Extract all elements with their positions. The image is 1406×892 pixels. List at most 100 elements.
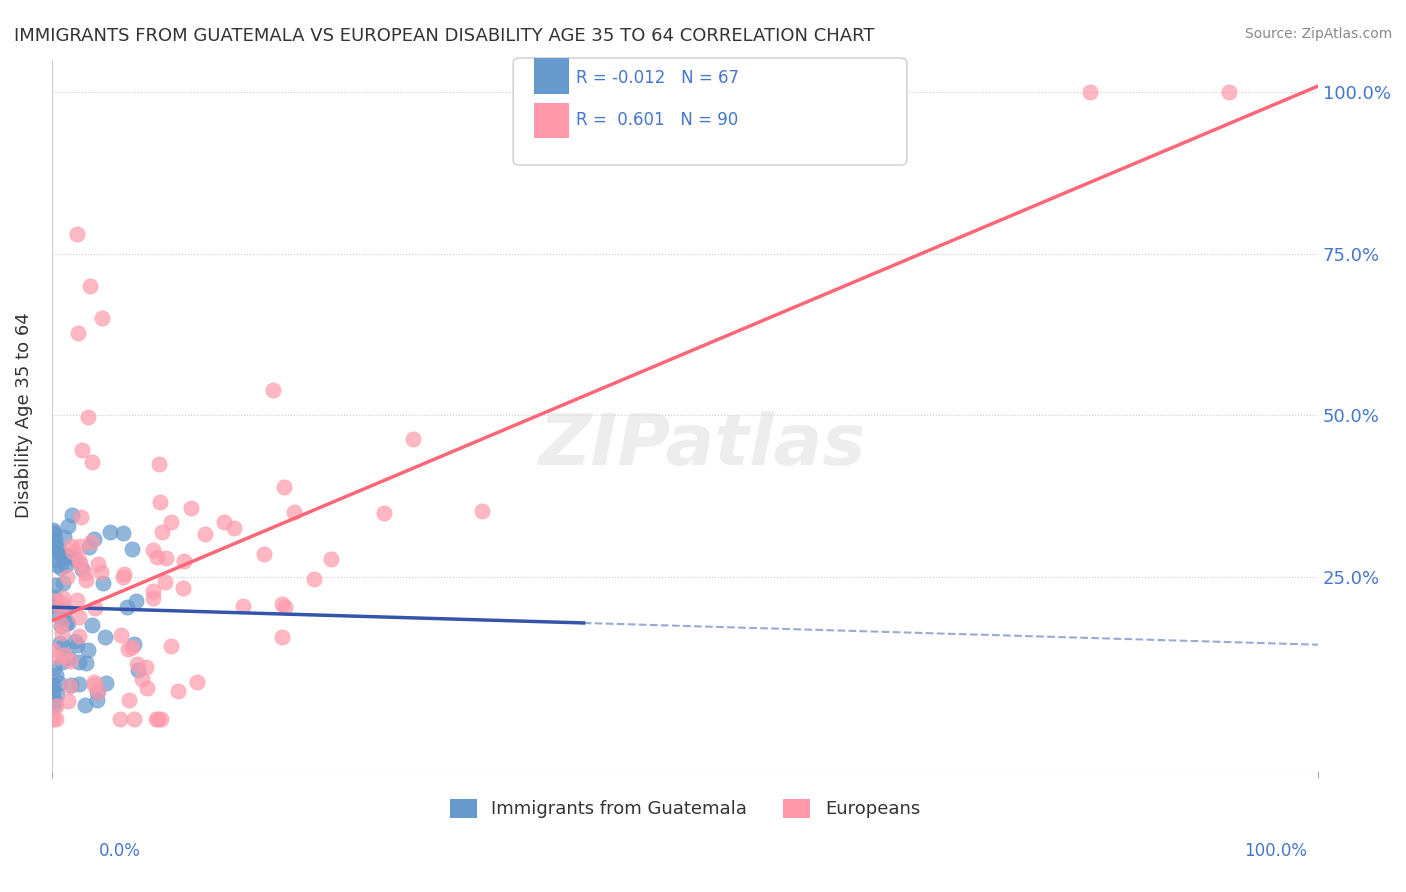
- Point: [72, 562, 94, 576]
- Point: [112, 525, 135, 540]
- Point: [150, 524, 173, 539]
- Point: [59, 679, 82, 693]
- Point: [117, 641, 139, 656]
- Point: [42, 642, 65, 657]
- Point: [273, 479, 295, 493]
- Point: [77, 541, 100, 555]
- Point: [79, 278, 101, 293]
- Point: [69, 558, 91, 572]
- Point: [52, 591, 75, 605]
- Point: [142, 583, 165, 598]
- Point: [42, 527, 65, 541]
- Point: [48, 676, 70, 690]
- Point: [58, 654, 80, 668]
- Point: [44, 694, 66, 708]
- Point: [51, 596, 73, 610]
- Point: [90, 565, 112, 579]
- Point: [148, 457, 170, 471]
- Point: [42, 684, 65, 698]
- Point: [153, 574, 176, 589]
- Point: [69, 539, 91, 553]
- Point: [42, 598, 65, 612]
- Point: [55, 570, 77, 584]
- Point: [111, 570, 134, 584]
- Point: [66, 326, 89, 340]
- Point: [48, 543, 70, 558]
- Point: [55, 603, 77, 617]
- Point: [45, 712, 67, 726]
- Point: [62, 544, 84, 558]
- Point: [135, 659, 157, 673]
- Point: [60, 539, 83, 553]
- Point: [49, 616, 72, 631]
- Point: [142, 591, 165, 605]
- Point: [44, 591, 66, 605]
- Point: [46, 558, 69, 572]
- Point: [52, 576, 75, 591]
- Point: [80, 618, 103, 632]
- Point: [1218, 85, 1240, 99]
- Text: R =  0.601   N = 90: R = 0.601 N = 90: [576, 112, 738, 129]
- Point: [42, 524, 65, 539]
- Text: 100.0%: 100.0%: [1244, 842, 1308, 860]
- Point: [55, 549, 77, 564]
- Point: [94, 630, 117, 644]
- Point: [51, 625, 73, 640]
- Point: [63, 633, 86, 648]
- Point: [86, 684, 108, 698]
- Point: [87, 685, 110, 699]
- Point: [110, 628, 132, 642]
- Point: [149, 494, 172, 508]
- Point: [118, 693, 141, 707]
- Point: [262, 384, 284, 398]
- Point: [146, 712, 169, 726]
- Point: [321, 551, 343, 566]
- Point: [124, 637, 146, 651]
- Point: [274, 600, 297, 615]
- Point: [75, 656, 97, 670]
- Point: [1078, 85, 1101, 99]
- Point: [232, 599, 254, 613]
- Point: [402, 432, 425, 446]
- Point: [77, 409, 100, 424]
- Point: [122, 712, 145, 726]
- Point: [44, 537, 66, 551]
- Point: [145, 712, 167, 726]
- Point: [46, 542, 69, 557]
- Point: [42, 594, 65, 608]
- Point: [77, 643, 100, 657]
- Text: 0.0%: 0.0%: [98, 842, 141, 860]
- Point: [283, 505, 305, 519]
- Point: [70, 510, 93, 524]
- Point: [91, 311, 114, 326]
- Point: [49, 636, 72, 650]
- Point: [91, 575, 114, 590]
- Point: [83, 675, 105, 690]
- Point: [271, 630, 294, 644]
- Point: [42, 523, 65, 537]
- Point: [70, 443, 93, 458]
- Point: [114, 566, 136, 581]
- Point: [56, 694, 79, 708]
- Point: [52, 648, 75, 662]
- Point: [42, 541, 65, 555]
- Point: [108, 712, 131, 726]
- Point: [46, 687, 69, 701]
- Point: [98, 525, 121, 540]
- Point: [52, 549, 75, 564]
- Point: [142, 542, 165, 557]
- Point: [60, 508, 83, 522]
- Point: [49, 560, 72, 574]
- Text: Source: ZipAtlas.com: Source: ZipAtlas.com: [1244, 27, 1392, 41]
- Point: [45, 667, 67, 681]
- Point: [471, 504, 494, 518]
- Point: [186, 675, 208, 690]
- Point: [44, 660, 66, 674]
- Point: [52, 530, 75, 544]
- Point: [66, 638, 89, 652]
- Point: [55, 558, 77, 572]
- Point: [42, 712, 65, 726]
- Point: [46, 607, 69, 622]
- Point: [55, 616, 77, 631]
- Y-axis label: Disability Age 35 to 64: Disability Age 35 to 64: [15, 312, 32, 518]
